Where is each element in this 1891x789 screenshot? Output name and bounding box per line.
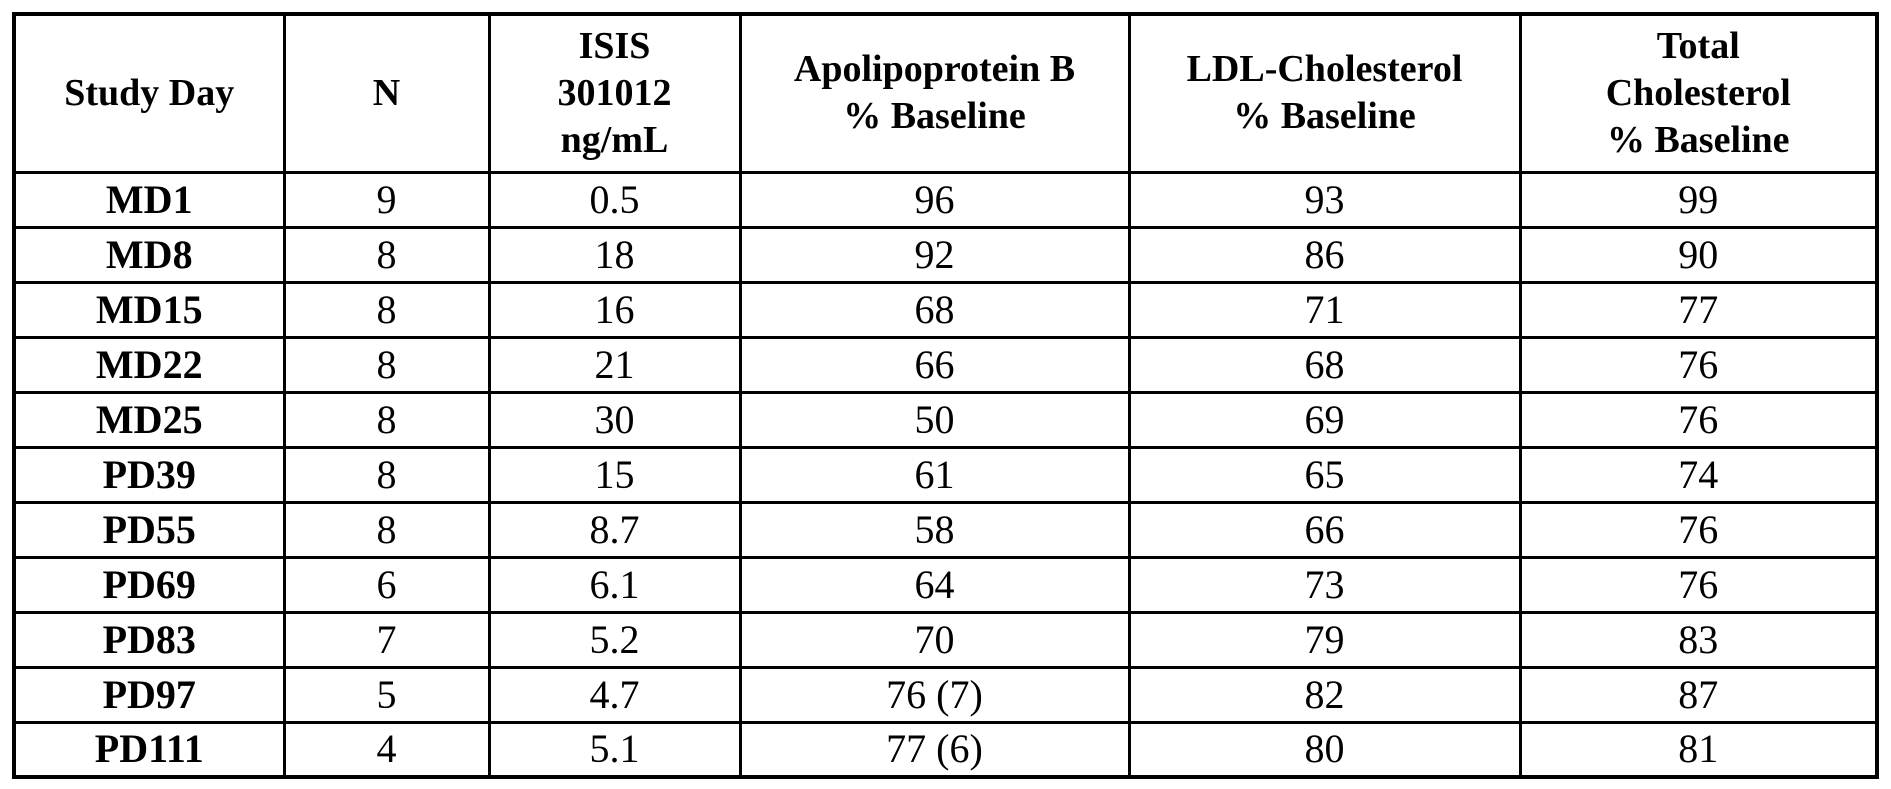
ldl-cell: 69 xyxy=(1127,390,1522,449)
study-day-cell: MD22 xyxy=(12,335,286,394)
table-row: PD69 6 6.1 64 73 76 xyxy=(12,555,1879,614)
total-cell: 76 xyxy=(1518,390,1879,449)
ldl-cell: 82 xyxy=(1127,665,1522,724)
column-header-apolipoprotein-b: Apolipoprotein B % Baseline xyxy=(738,12,1131,174)
apob-cell: 58 xyxy=(738,500,1131,559)
n-cell: 8 xyxy=(282,335,491,394)
ldl-cell: 93 xyxy=(1127,170,1522,229)
table-row: MD8 8 18 92 86 90 xyxy=(12,225,1879,284)
table-row: PD111 4 5.1 77 (6) 80 81 xyxy=(12,720,1879,779)
study-results-table: Study Day N ISIS 301012 ng/mL Apolipoprotei… xyxy=(12,12,1879,779)
table-row: MD15 8 16 68 71 77 xyxy=(12,280,1879,339)
isis-cell: 18 xyxy=(487,225,742,284)
study-day-cell: MD15 xyxy=(12,280,286,339)
total-cell: 87 xyxy=(1518,665,1879,724)
n-cell: 8 xyxy=(282,445,491,504)
study-day-cell: PD39 xyxy=(12,445,286,504)
n-cell: 5 xyxy=(282,665,491,724)
n-cell: 7 xyxy=(282,610,491,669)
apob-cell: 68 xyxy=(738,280,1131,339)
total-cell: 76 xyxy=(1518,555,1879,614)
table-row: PD83 7 5.2 70 79 83 xyxy=(12,610,1879,669)
apob-cell: 92 xyxy=(738,225,1131,284)
n-cell: 8 xyxy=(282,500,491,559)
n-cell: 8 xyxy=(282,390,491,449)
column-header-total-cholesterol: Total Cholesterol % Baseline xyxy=(1518,12,1879,174)
study-day-cell: PD55 xyxy=(12,500,286,559)
isis-cell: 30 xyxy=(487,390,742,449)
total-cell: 81 xyxy=(1518,720,1879,779)
apob-cell: 70 xyxy=(738,610,1131,669)
isis-cell: 15 xyxy=(487,445,742,504)
table-body: MD1 9 0.5 96 93 99 MD8 8 18 92 86 90 MD15 8 16 68 71 77 MD… xyxy=(12,170,1879,779)
apob-cell: 77 (6) xyxy=(738,720,1131,779)
n-cell: 4 xyxy=(282,720,491,779)
isis-cell: 5.2 xyxy=(487,610,742,669)
isis-cell: 8.7 xyxy=(487,500,742,559)
n-cell: 9 xyxy=(282,170,491,229)
total-cell: 83 xyxy=(1518,610,1879,669)
ldl-cell: 79 xyxy=(1127,610,1522,669)
table-header: Study Day N ISIS 301012 ng/mL Apolipoprotei… xyxy=(12,12,1879,174)
isis-cell: 6.1 xyxy=(487,555,742,614)
study-day-cell: MD1 xyxy=(12,170,286,229)
study-day-cell: MD8 xyxy=(12,225,286,284)
apob-cell: 96 xyxy=(738,170,1131,229)
isis-cell: 0.5 xyxy=(487,170,742,229)
isis-cell: 4.7 xyxy=(487,665,742,724)
table-row: PD39 8 15 61 65 74 xyxy=(12,445,1879,504)
study-day-cell: PD83 xyxy=(12,610,286,669)
column-header-study-day: Study Day xyxy=(12,12,286,174)
apob-cell: 66 xyxy=(738,335,1131,394)
total-cell: 76 xyxy=(1518,335,1879,394)
apob-cell: 61 xyxy=(738,445,1131,504)
table-row: MD22 8 21 66 68 76 xyxy=(12,335,1879,394)
ldl-cell: 66 xyxy=(1127,500,1522,559)
apob-cell: 50 xyxy=(738,390,1131,449)
n-cell: 6 xyxy=(282,555,491,614)
total-cell: 77 xyxy=(1518,280,1879,339)
study-day-cell: PD97 xyxy=(12,665,286,724)
apob-cell: 64 xyxy=(738,555,1131,614)
ldl-cell: 73 xyxy=(1127,555,1522,614)
header-row: Study Day N ISIS 301012 ng/mL Apolipoprotei… xyxy=(12,12,1879,174)
isis-cell: 16 xyxy=(487,280,742,339)
n-cell: 8 xyxy=(282,280,491,339)
total-cell: 76 xyxy=(1518,500,1879,559)
table-row: MD25 8 30 50 69 76 xyxy=(12,390,1879,449)
table-row: PD55 8 8.7 58 66 76 xyxy=(12,500,1879,559)
ldl-cell: 65 xyxy=(1127,445,1522,504)
n-cell: 8 xyxy=(282,225,491,284)
ldl-cell: 86 xyxy=(1127,225,1522,284)
ldl-cell: 80 xyxy=(1127,720,1522,779)
column-header-n: N xyxy=(282,12,491,174)
apob-cell: 76 (7) xyxy=(738,665,1131,724)
table-row: PD97 5 4.7 76 (7) 82 87 xyxy=(12,665,1879,724)
column-header-isis-301012: ISIS 301012 ng/mL xyxy=(487,12,742,174)
column-header-ldl-cholesterol: LDL-Cholesterol % Baseline xyxy=(1127,12,1522,174)
isis-cell: 5.1 xyxy=(487,720,742,779)
ldl-cell: 71 xyxy=(1127,280,1522,339)
ldl-cell: 68 xyxy=(1127,335,1522,394)
study-day-cell: PD69 xyxy=(12,555,286,614)
total-cell: 90 xyxy=(1518,225,1879,284)
isis-cell: 21 xyxy=(487,335,742,394)
total-cell: 99 xyxy=(1518,170,1879,229)
study-day-cell: MD25 xyxy=(12,390,286,449)
total-cell: 74 xyxy=(1518,445,1879,504)
study-day-cell: PD111 xyxy=(12,720,286,779)
table-row: MD1 9 0.5 96 93 99 xyxy=(12,170,1879,229)
